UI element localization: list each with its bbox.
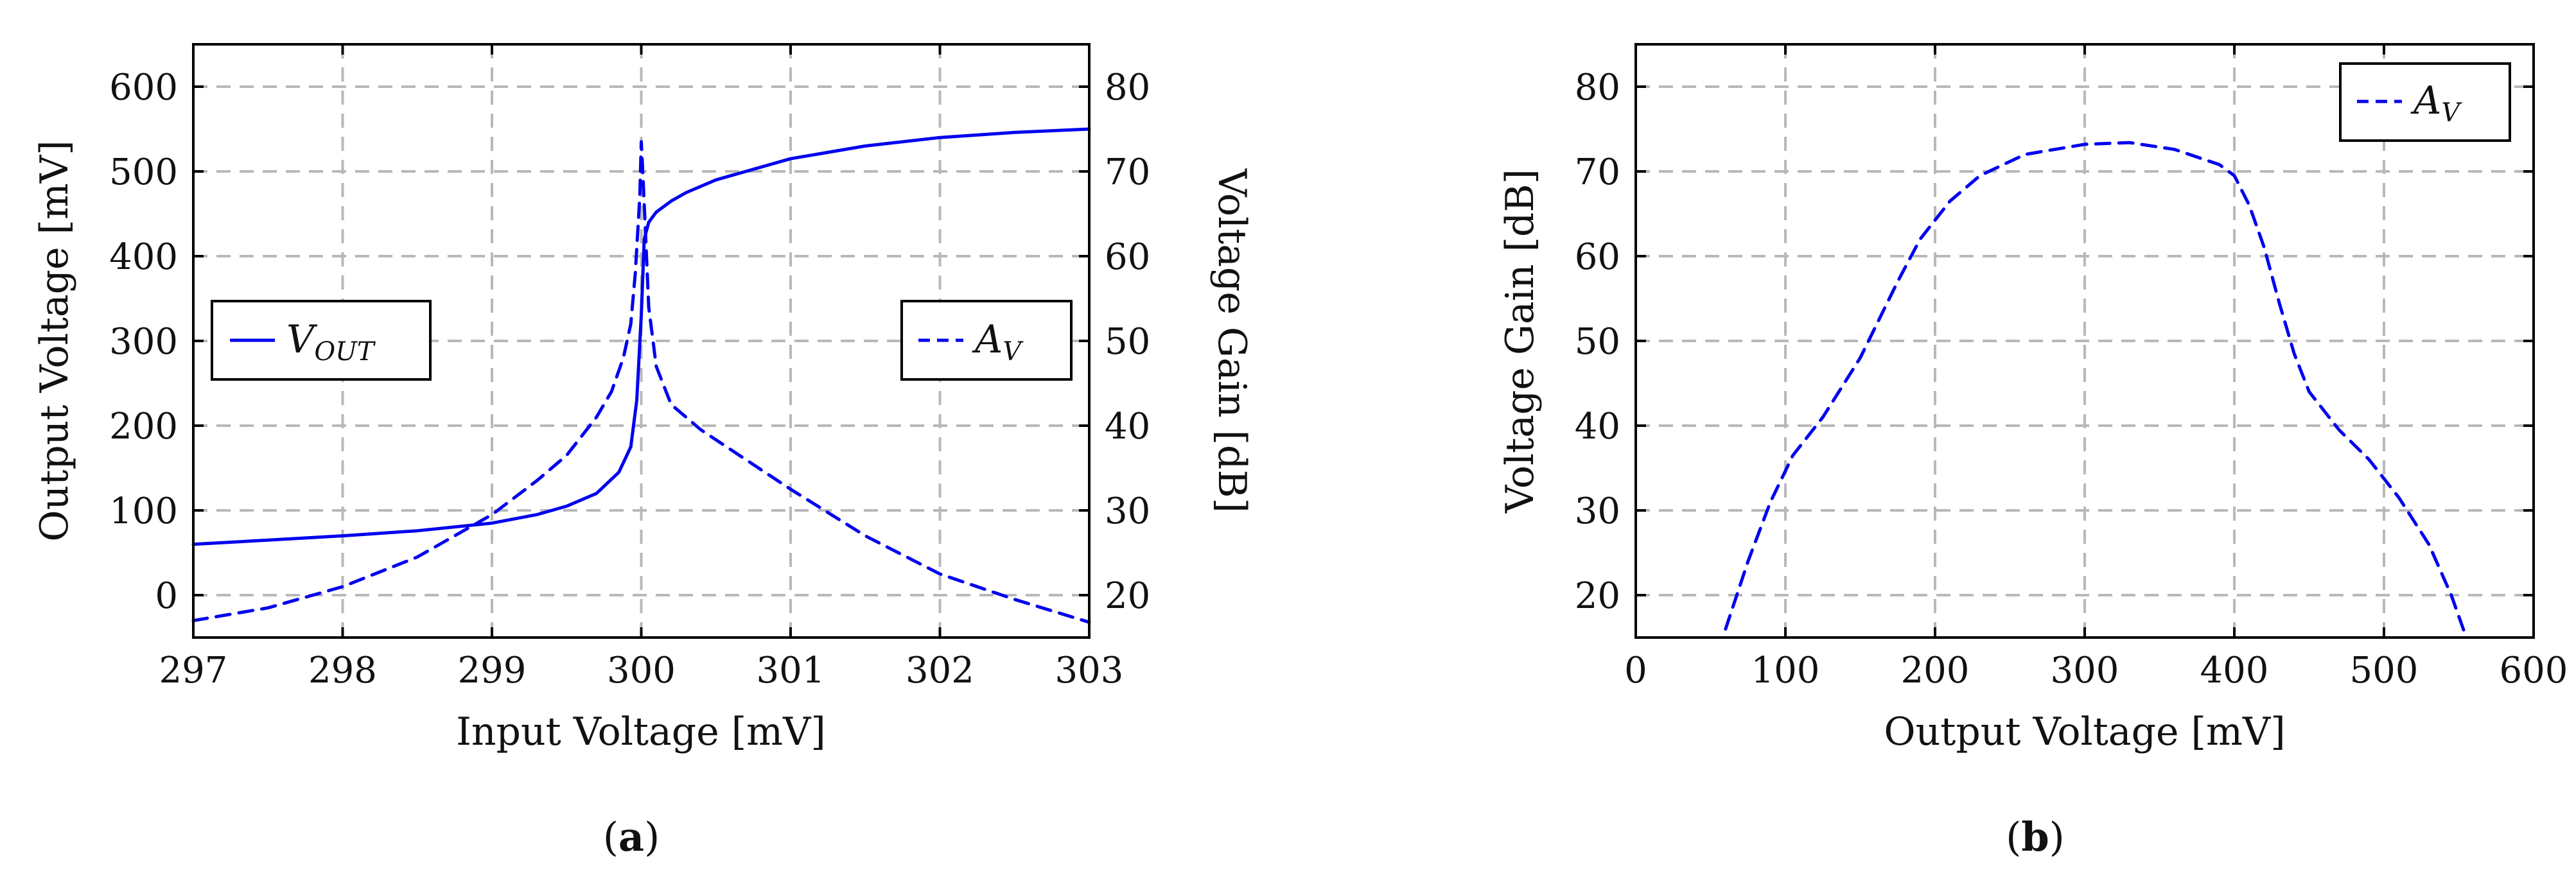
y-tick-label: 300 [109, 321, 178, 363]
legend-label-sub: OUT [314, 337, 376, 367]
x-tick-label: 500 [2350, 650, 2419, 691]
y-axis-label: Voltage Gain [dB] [1498, 169, 1543, 514]
legend-label-main: A [972, 317, 1003, 362]
x-axis-label: Output Voltage [mV] [1884, 709, 2285, 754]
legend-label-main: A [2410, 78, 2441, 123]
y-tick-label: 600 [109, 67, 178, 109]
y-tick-label: 200 [109, 406, 178, 447]
caption-a-letter: a [618, 813, 644, 860]
legend-av: AV [900, 300, 1073, 381]
x-axis-label: Input Voltage [mV] [456, 709, 826, 754]
series-line-voltage-gain [191, 140, 1091, 624]
y-tick-label: 30 [1575, 491, 1620, 532]
x-tick-label: 298 [308, 650, 377, 691]
y-tick-label: 70 [1575, 152, 1620, 193]
y2-axis-label: Voltage Gain [dB] [1209, 168, 1254, 513]
x-tick-label: 200 [1901, 650, 1970, 691]
x-tick-label: 100 [1751, 650, 1820, 691]
y-tick-label: 60 [1575, 236, 1620, 278]
caption-a: (a) [603, 813, 660, 860]
series-group [191, 127, 1091, 624]
legend-label: AV [2410, 78, 2462, 128]
legend-label: VOUT [286, 317, 376, 367]
x-tick-label: 600 [2500, 650, 2568, 691]
x-tick-label: 400 [2200, 650, 2269, 691]
x-tick-label: 301 [757, 650, 825, 691]
series-group [1724, 141, 2468, 639]
y-tick-label: 100 [109, 491, 178, 532]
x-axis-ticks: 0 100 200 300 400 500 600 [1624, 44, 2568, 691]
caption-b-letter: b [2021, 813, 2049, 860]
legend-av: AV [2339, 62, 2511, 142]
caption-b: (b) [2006, 813, 2065, 860]
legend-label-main: V [286, 317, 318, 362]
x-tick-label: 297 [159, 650, 228, 691]
y-tick-label: 40 [1575, 406, 1620, 447]
y-axis-label: Output Voltage [mV] [32, 140, 77, 541]
y2-tick-label: 70 [1105, 152, 1150, 193]
y-tick-label: 0 [155, 575, 178, 617]
y2-axis-ticks: 20 30 40 50 60 70 80 [1079, 67, 1150, 617]
legend-label-sub: V [1003, 337, 1024, 367]
legend-label: AV [972, 317, 1024, 367]
x-tick-label: 300 [2051, 650, 2119, 691]
x-axis-ticks: 297 298 299 300 301 302 303 [159, 44, 1124, 691]
panel-b: 0 100 200 300 400 500 600 20 30 40 50 60 70 80 Outpu… [1498, 43, 2568, 860]
y-tick-label: 500 [109, 152, 178, 193]
y-axis-ticks: 20 30 40 50 60 70 80 [1575, 67, 2534, 617]
y-tick-label: 80 [1575, 67, 1620, 109]
x-tick-label: 303 [1055, 650, 1124, 691]
y2-tick-label: 80 [1105, 67, 1150, 109]
x-tick-label: 300 [607, 650, 676, 691]
y-tick-label: 400 [109, 236, 178, 278]
x-tick-label: 299 [458, 650, 527, 691]
x-tick-label: 0 [1624, 650, 1647, 691]
series-line-output-voltage [191, 127, 1091, 546]
series-line-voltage-gain [1724, 141, 2468, 639]
y-tick-label: 20 [1575, 575, 1620, 617]
y2-tick-label: 40 [1105, 406, 1150, 447]
x-tick-label: 302 [906, 650, 974, 691]
y2-tick-label: 30 [1105, 491, 1150, 532]
legend-label-sub: V [2441, 98, 2462, 128]
y-tick-label: 50 [1575, 321, 1620, 363]
y2-tick-label: 50 [1105, 321, 1150, 363]
y2-tick-label: 20 [1105, 575, 1150, 617]
panel-a: 297 298 299 300 301 302 303 0 100 200 300 400 500 60… [32, 43, 1254, 860]
y-axis-ticks: 0 100 200 300 400 500 600 [109, 67, 204, 617]
legend-vout: VOUT [211, 300, 432, 381]
y2-tick-label: 60 [1105, 236, 1150, 278]
